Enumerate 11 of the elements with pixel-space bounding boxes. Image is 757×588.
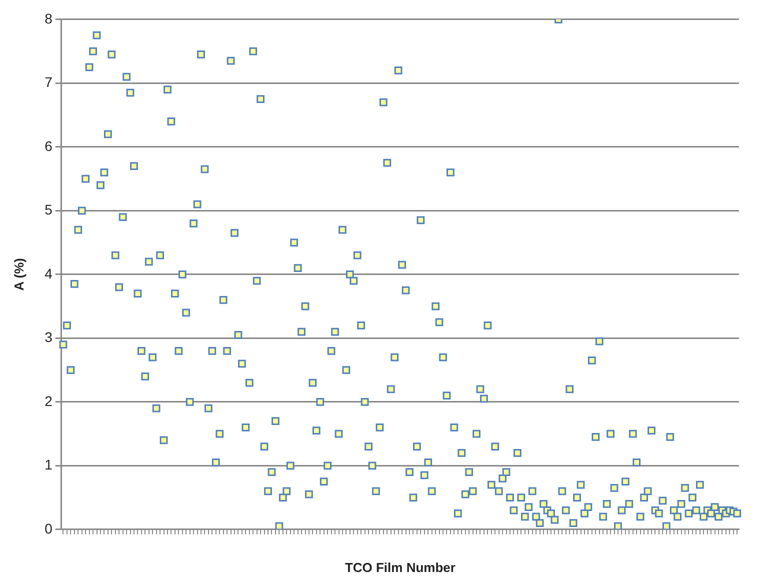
y-tick-label: 1 [44,456,53,473]
y-tick-label: 3 [44,329,53,346]
y-tick-label: 8 [44,10,53,26]
x-axis-title: TCO Film Number [344,560,456,575]
y-tick-label: 7 [44,74,53,90]
y-tick-label: 0 [44,520,53,536]
y-tick-label: 6 [44,138,53,154]
y-tick-label: 4 [44,265,53,282]
y-axis-title: A (%) [11,258,26,291]
y-tick-label: 5 [44,202,53,218]
y-tick-label: 2 [44,392,53,409]
